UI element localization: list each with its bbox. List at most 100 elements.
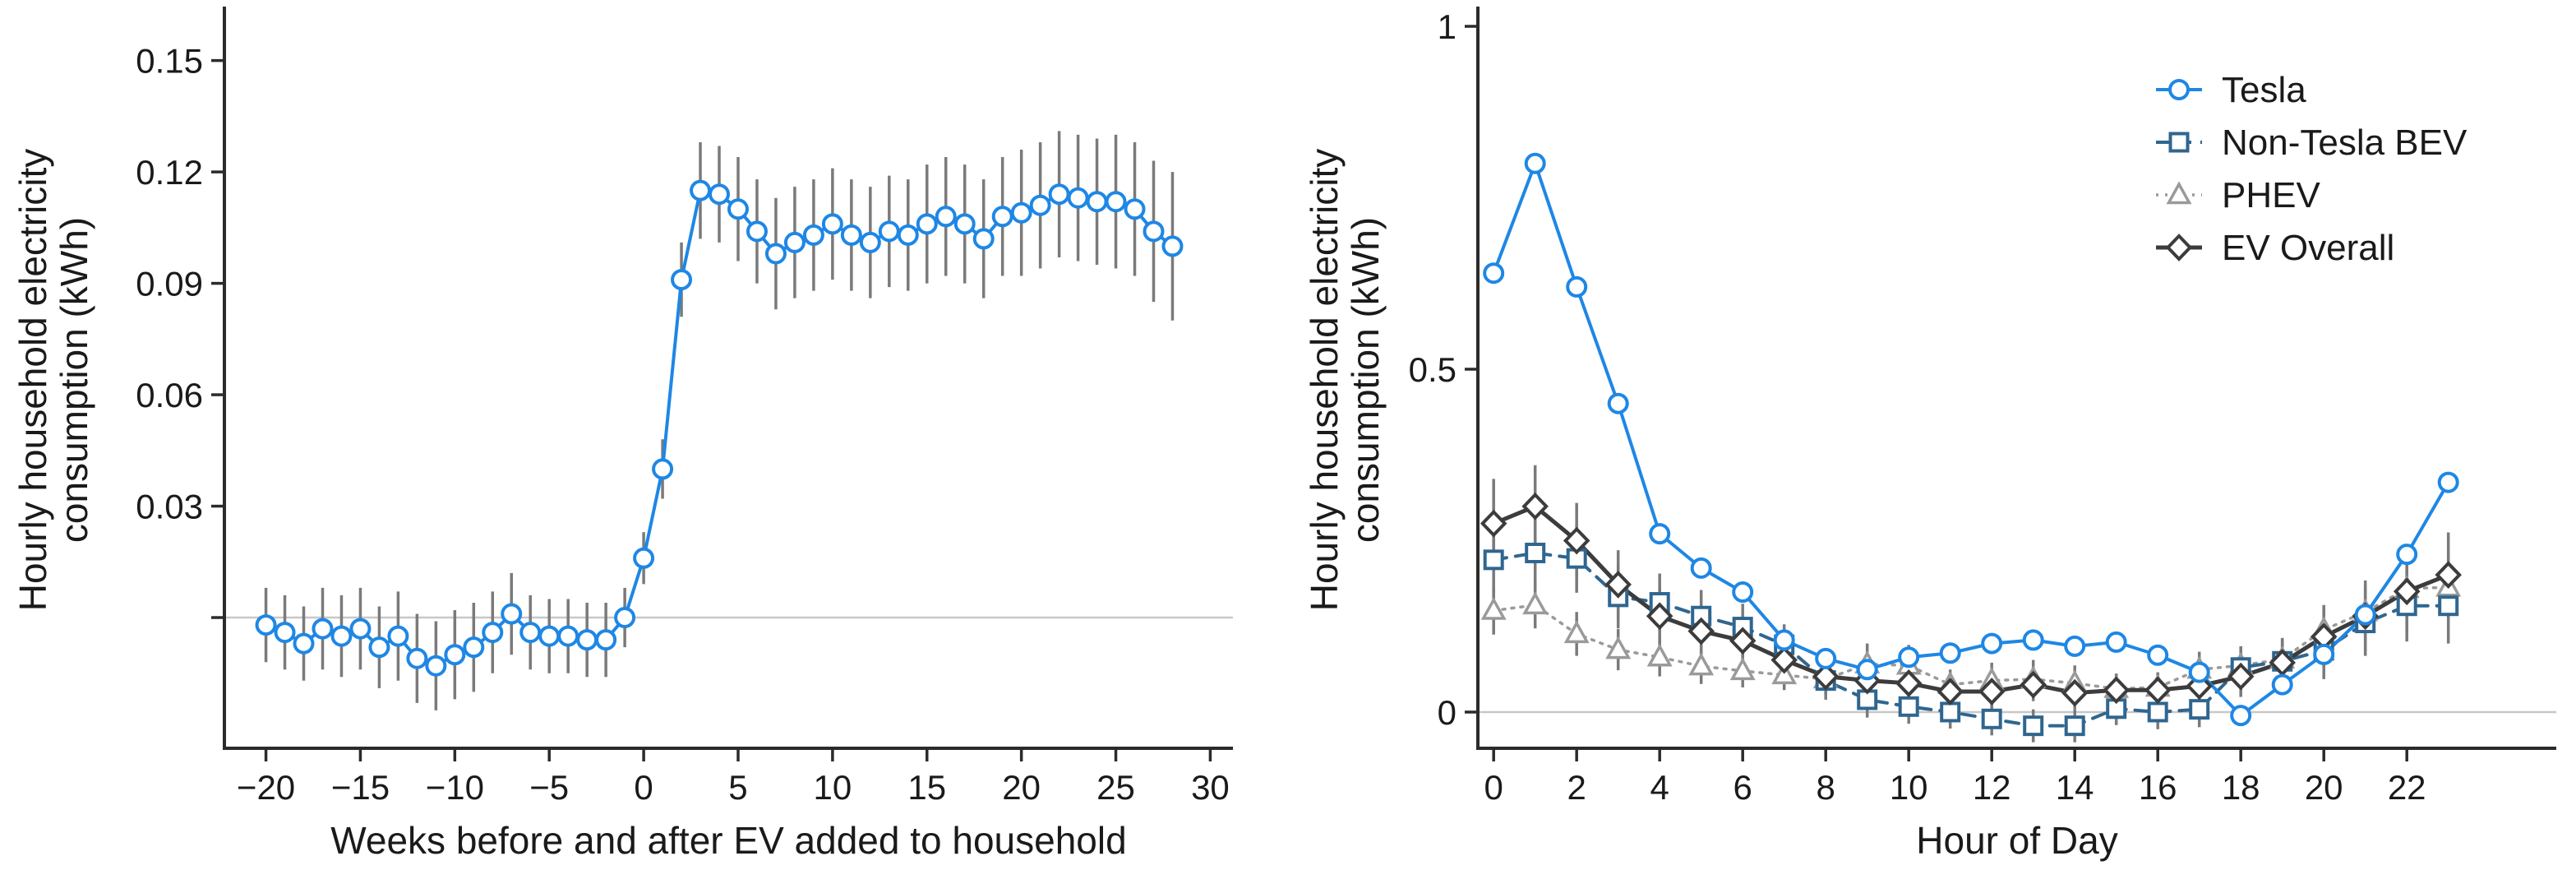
household-consumption-around-ev-adoption-point (802, 224, 824, 246)
tesla-point (2437, 471, 2459, 493)
ev-overall-point (2227, 662, 2255, 691)
y-axis-title-line: consumption (kWh) (53, 217, 95, 543)
x-tick-label: 0 (1484, 768, 1503, 807)
tesla-point (2022, 629, 2044, 651)
household-consumption-around-ev-adoption-point (614, 607, 636, 629)
household-consumption-around-ev-adoption-point (1029, 194, 1051, 216)
household-consumption-around-ev-adoption-point (709, 183, 731, 206)
x-tick-label: 20 (1002, 768, 1041, 807)
household-consumption-around-ev-adoption-point (671, 269, 693, 291)
tesla-point (1898, 646, 1920, 669)
household-consumption-around-ev-adoption-point (519, 622, 542, 644)
ev-overall-point (1937, 678, 1964, 706)
non-tesla-bev-point (2064, 715, 2085, 737)
x-tick-label: −20 (237, 768, 295, 807)
ev-overall-point (1729, 627, 1757, 655)
legend-label: Non-Tesla BEV (2222, 123, 2468, 163)
tesla-point (2354, 604, 2376, 626)
x-tick-label: −15 (331, 768, 390, 807)
x-tick-label: 14 (2056, 768, 2094, 807)
legend-label: Tesla (2222, 70, 2306, 110)
non-tesla-bev-point (2189, 699, 2210, 720)
tesla-point (1732, 581, 1754, 604)
y-tick-label: 0.09 (136, 265, 203, 303)
non-tesla-bev-point (1483, 549, 1504, 571)
y-tick-label: 0 (1438, 693, 1457, 732)
x-tick-label: 12 (1973, 768, 2011, 807)
tesla-point (2396, 544, 2418, 566)
phev-point (1605, 636, 1632, 659)
household-consumption-around-ev-adoption-point (821, 213, 843, 235)
household-consumption-around-ev-adoption-point (501, 603, 523, 625)
household-consumption-around-ev-adoption-point (330, 625, 353, 647)
household-consumption-around-ev-adoption-point (425, 655, 447, 677)
phev-point (1563, 620, 1590, 644)
ev-overall-point (2061, 678, 2089, 707)
x-tick-label: 0 (634, 768, 653, 807)
ev-overall-point (2144, 676, 2172, 705)
household-consumption-around-ev-adoption-point (312, 618, 334, 640)
tesla-point (1981, 632, 2003, 655)
household-consumption-around-ev-adoption-point (538, 625, 561, 647)
y-tick-label: 0.03 (136, 488, 203, 526)
ev-overall-point (1978, 678, 2006, 706)
x-tick-label: 16 (2139, 768, 2177, 807)
household-consumption-around-ev-adoption-point (1010, 201, 1032, 224)
ev-overall-point (2103, 676, 2130, 705)
x-axis-title: Weeks before and after EV added to house… (330, 819, 1126, 862)
household-consumption-around-ev-adoption-point (463, 636, 485, 659)
household-consumption-around-ev-adoption-point (1143, 220, 1165, 243)
x-tick-label: 6 (1733, 768, 1752, 807)
y-axis-title-line: Hourly household electricity (1303, 149, 1346, 612)
household-consumption-around-ev-adoption-point (293, 632, 315, 655)
household-consumption-around-ev-adoption-point (255, 614, 277, 636)
legend-non-tesla-bev-marker (2168, 132, 2190, 153)
tesla-point (1773, 629, 1795, 651)
household-consumption-around-ev-adoption-line (264, 188, 1175, 668)
ev-overall-point (1770, 645, 1798, 674)
household-consumption-around-ev-adoption-point (406, 647, 428, 669)
household-consumption-around-ev-adoption-point (1124, 198, 1146, 220)
phev-point (1688, 652, 1715, 676)
ev-overall-point (1604, 570, 1632, 599)
ev-overall-point (1646, 602, 1673, 631)
non-tesla-bev-point (1525, 542, 1546, 563)
household-consumption-around-ev-adoption-point (652, 458, 674, 480)
household-consumption-around-ev-adoption-point (482, 622, 504, 644)
household-consumption-around-ev-adoption-point (764, 243, 787, 265)
household-consumption-around-ev-adoption-point (878, 220, 900, 243)
tesla-point (1649, 523, 1671, 545)
x-tick-label: 10 (814, 768, 852, 807)
legend-label: EV Overall (2222, 228, 2394, 268)
household-consumption-around-ev-adoption-point (576, 629, 598, 651)
tesla-point (1483, 262, 1505, 285)
legend-ev-overall-marker (2165, 234, 2193, 261)
household-consumption-around-ev-adoption-point (840, 224, 862, 246)
x-tick-label: 10 (1890, 768, 1928, 807)
household-consumption-around-ev-adoption-point (935, 206, 957, 228)
ev-overall-point (2393, 577, 2421, 606)
phev-point (1480, 596, 1507, 620)
tesla-point (2230, 705, 2252, 727)
y-tick-label: 0.12 (136, 153, 203, 192)
tesla-point (1607, 392, 1629, 414)
phev-point (1729, 657, 1756, 681)
household-consumption-around-ev-adoption-point (690, 179, 712, 201)
legend-label: PHEV (2222, 175, 2320, 215)
tesla-point (1566, 275, 1588, 298)
x-tick-label: 5 (728, 768, 747, 807)
non-tesla-bev-point (2438, 595, 2459, 617)
household-consumption-around-ev-adoption-point (746, 220, 768, 243)
household-consumption-around-ev-adoption-point (1105, 191, 1127, 213)
x-tick-label: 25 (1096, 768, 1135, 807)
household-consumption-around-ev-adoption-point (349, 618, 372, 640)
x-tick-label: 8 (1817, 768, 1835, 807)
y-tick-label: 1 (1438, 7, 1457, 46)
y-tick-label: 0.15 (136, 42, 203, 81)
x-tick-label: 20 (2305, 768, 2343, 807)
ev-overall-point (1895, 669, 1923, 697)
x-tick-label: 4 (1650, 768, 1669, 807)
tesla-point (2271, 673, 2293, 696)
